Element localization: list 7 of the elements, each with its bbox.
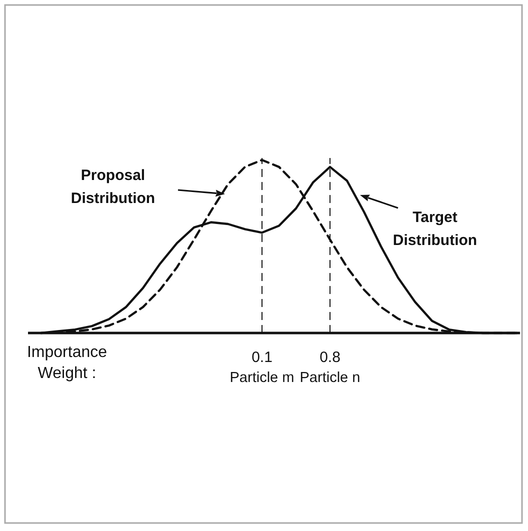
x-tick-label: Particle m: [230, 370, 294, 386]
legend-label: Proposal Distribution: [70, 167, 156, 207]
text: Importance Weight :: [26, 344, 108, 382]
x-tick-label: Particle n: [300, 370, 360, 386]
ref-line-label: 0.8: [320, 349, 340, 366]
ref-line-label: 0.1: [252, 349, 272, 366]
series-label: Target Distribution: [392, 209, 478, 249]
